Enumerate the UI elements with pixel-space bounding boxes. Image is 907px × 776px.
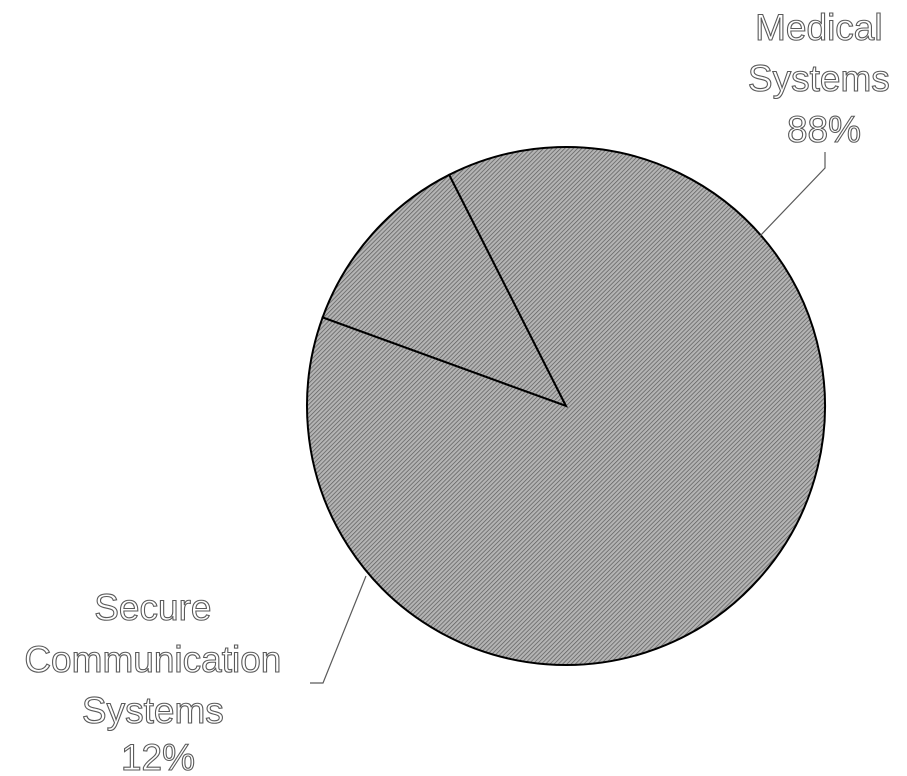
pie-slices [306, 145, 826, 666]
label-line: Communication [24, 639, 281, 680]
pie-slice-medical-systems [306, 145, 826, 666]
label-line: Systems [748, 58, 890, 99]
label-line: Secure [94, 587, 211, 628]
label-percent: 88% [787, 109, 861, 150]
leader-lines [310, 152, 826, 684]
leader-line-secure-communication-systems [310, 575, 367, 684]
slice-labels: Secure Communication Systems 12% Medical… [24, 6, 900, 776]
pie-slice-secure-communication-systems [321, 173, 569, 408]
label-line: Systems [82, 690, 224, 731]
label-percent: 12% [121, 737, 195, 776]
leader-line-medical-systems [759, 152, 826, 237]
slice-label-medical-systems: Medical Systems 88% [748, 7, 900, 150]
slice-label-secure-communication-systems: Secure Communication Systems 12% [24, 587, 291, 776]
label-line: Medical [755, 7, 883, 48]
